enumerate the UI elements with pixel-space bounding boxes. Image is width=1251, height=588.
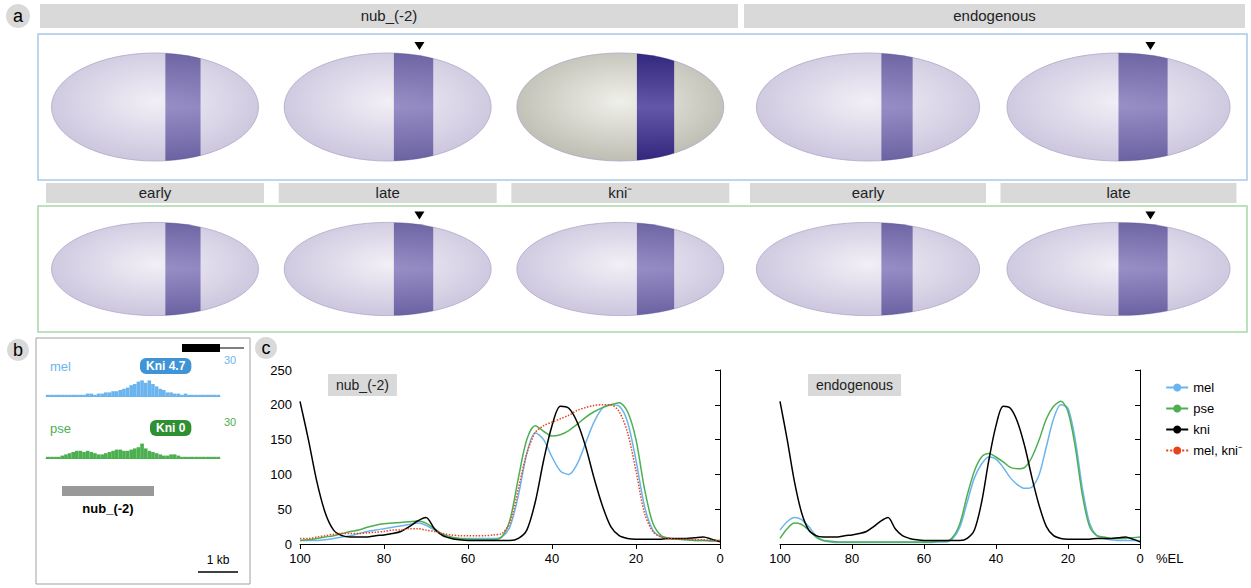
svg-text:80: 80 (377, 551, 391, 566)
svg-text:60: 60 (461, 551, 475, 566)
svg-text:0: 0 (285, 537, 292, 552)
svg-text:c: c (262, 338, 271, 358)
svg-text:Kni 0: Kni 0 (156, 421, 186, 435)
svg-text:endogenous: endogenous (816, 377, 893, 393)
svg-text:100: 100 (769, 551, 791, 566)
svg-text:80: 80 (845, 551, 859, 566)
svg-text:30: 30 (224, 416, 236, 428)
svg-text:b: b (13, 340, 23, 360)
svg-text:mel, kni⁻: mel, kni⁻ (1193, 443, 1242, 458)
svg-text:20: 20 (629, 551, 643, 566)
svg-text:60: 60 (917, 551, 931, 566)
svg-text:50: 50 (278, 502, 292, 517)
svg-text:kni: kni (1193, 422, 1210, 437)
svg-text:100: 100 (289, 551, 311, 566)
svg-text:40: 40 (545, 551, 559, 566)
svg-text:250: 250 (270, 363, 292, 378)
svg-text:nub_(-2): nub_(-2) (82, 501, 133, 516)
svg-text:0: 0 (716, 551, 723, 566)
svg-text:Kni 4.7: Kni 4.7 (146, 359, 186, 373)
svg-text:late: late (1106, 184, 1130, 201)
svg-text:early: early (139, 184, 172, 201)
svg-text:30: 30 (224, 354, 236, 366)
svg-text:0: 0 (1136, 551, 1143, 566)
svg-text:a: a (13, 6, 24, 26)
svg-text:100: 100 (270, 467, 292, 482)
svg-text:200: 200 (270, 397, 292, 412)
svg-text:kni⁻: kni⁻ (608, 184, 632, 201)
svg-text:mel: mel (1193, 380, 1214, 395)
svg-text:early: early (852, 184, 885, 201)
svg-text:endogenous: endogenous (953, 7, 1036, 24)
svg-text:late: late (376, 184, 400, 201)
svg-text:%EL: %EL (1156, 551, 1183, 566)
svg-text:nub_(-2): nub_(-2) (336, 377, 389, 393)
svg-text:pse: pse (1193, 401, 1214, 416)
svg-text:40: 40 (989, 551, 1003, 566)
svg-text:20: 20 (1061, 551, 1075, 566)
svg-text:pse: pse (50, 421, 71, 436)
svg-text:nub_(-2): nub_(-2) (361, 7, 418, 24)
svg-text:mel: mel (50, 359, 71, 374)
svg-text:150: 150 (270, 432, 292, 447)
svg-text:1 kb: 1 kb (207, 553, 230, 567)
